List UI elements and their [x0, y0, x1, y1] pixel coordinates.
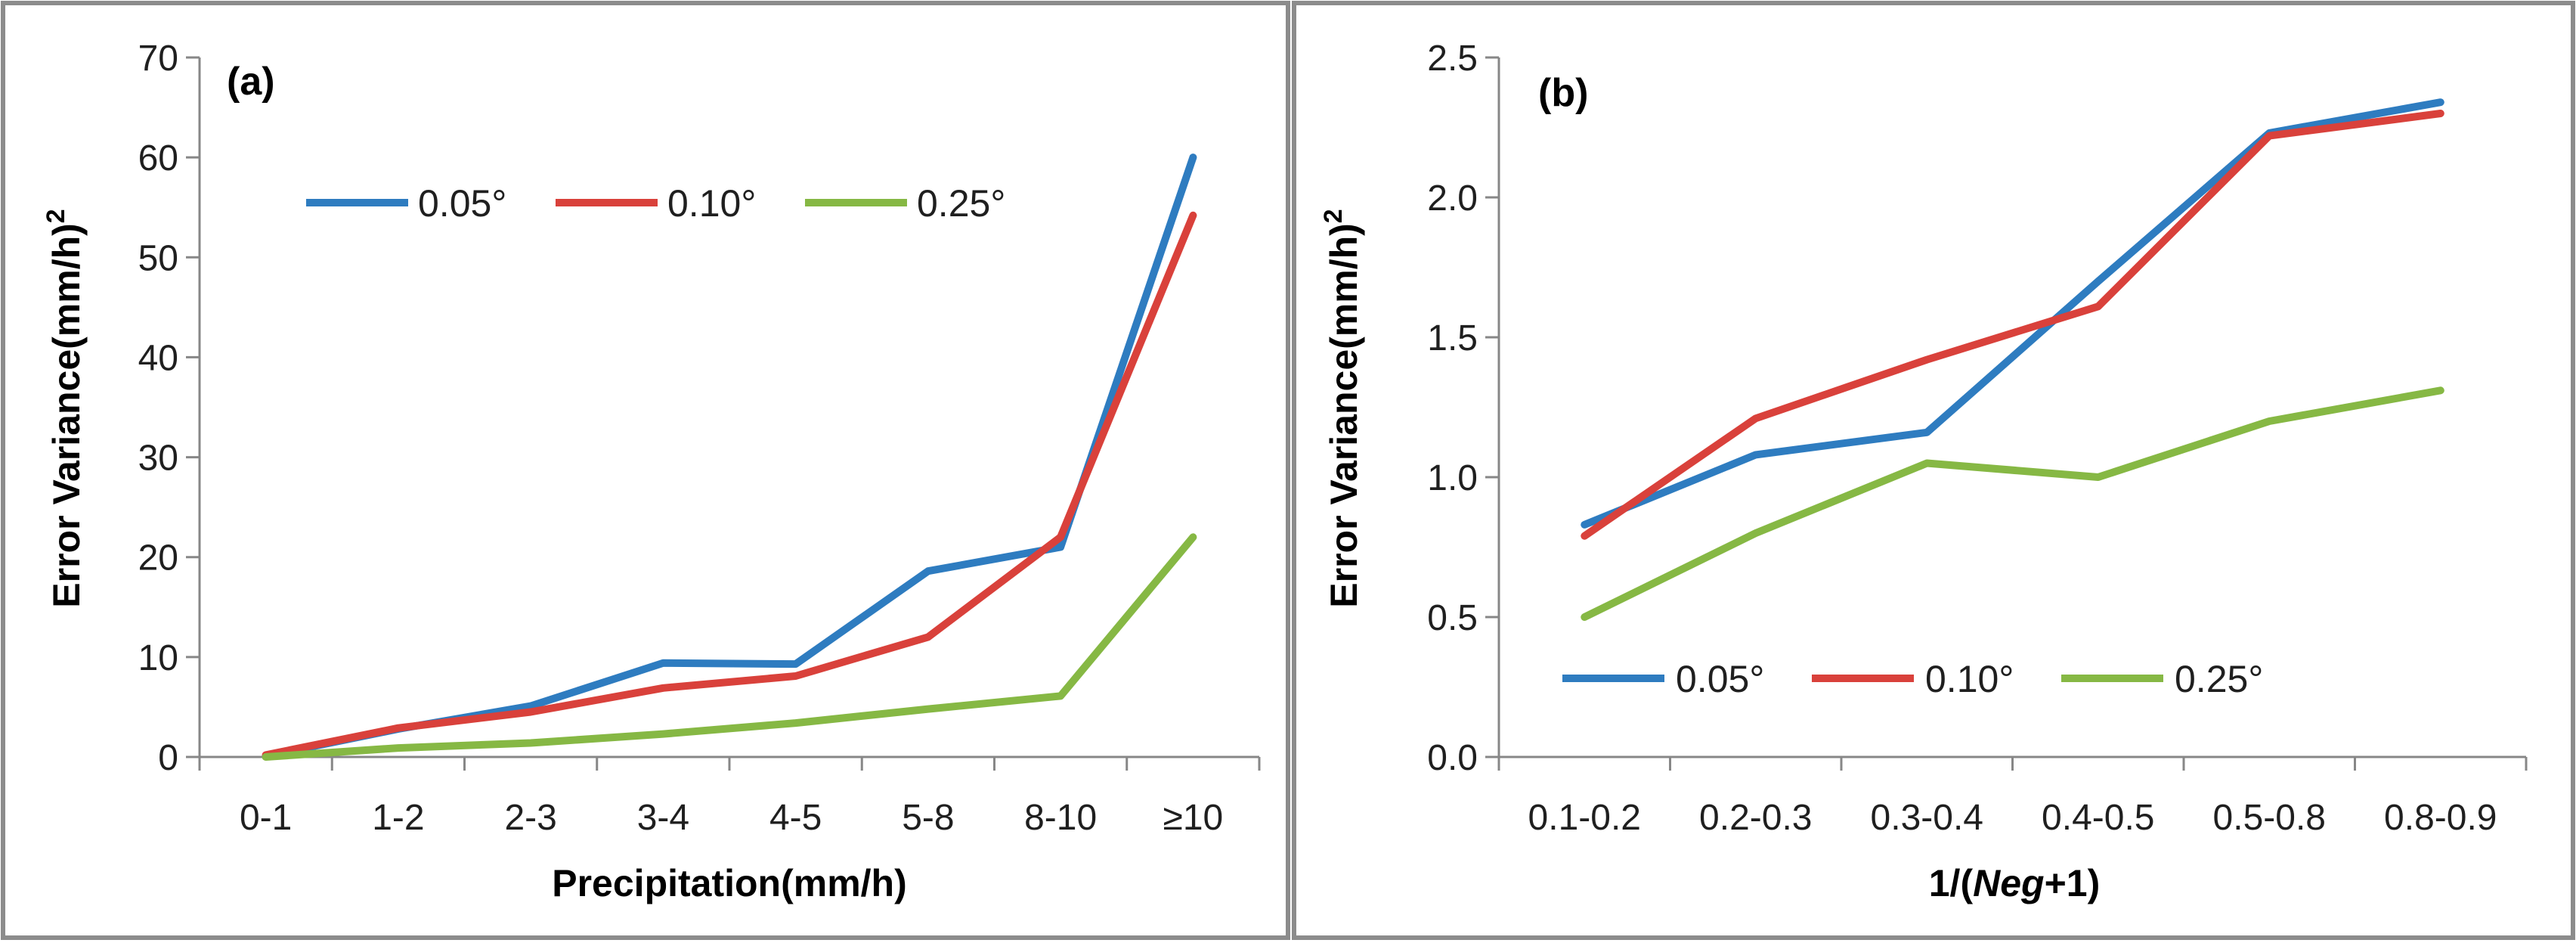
panel-a-y-tick-label: 60 — [138, 138, 178, 178]
panel-b-x-tick-label: 0.3-0.4 — [1871, 798, 1983, 838]
panel-b-series-line-0 — [1581, 98, 2444, 529]
panel-b-y-axis-title: Error Variance(mm/h)2 — [1319, 209, 1365, 607]
panel-b-y-tick-label: 2.0 — [1427, 178, 1478, 219]
panel-a-y-tick-label: 70 — [138, 39, 178, 79]
panel-a-legend-label-0: 0.05° — [418, 182, 506, 225]
panel-b-legend-label-1: 0.10° — [1925, 658, 2014, 700]
panel-b-y-tick-label: 2.5 — [1427, 39, 1478, 79]
panel-b-frame — [1292, 1, 2575, 940]
panel-b-x-tick-label: 0.4-0.5 — [2042, 798, 2154, 838]
panel-b-y-tick-label: 0.5 — [1427, 598, 1478, 638]
panel-a-y-axis-title-text: Error Variance(mm/h) — [45, 223, 88, 608]
panel-b-x-axis-title-prefix: 1/( — [1929, 862, 1974, 904]
panel-a-y-tick-label: 10 — [138, 638, 178, 678]
panel-a-x-tick-label: 0-1 — [240, 798, 292, 838]
panel-b-series-line-1 — [1581, 110, 2444, 540]
panel-a-x-tick-label: 8-10 — [1024, 798, 1097, 838]
panel-b-x-tick-label: 0.1-0.2 — [1528, 798, 1641, 838]
panel-a-x-tick-label: 1-2 — [372, 798, 424, 838]
panel-a-x-tick-label: ≥10 — [1163, 798, 1224, 838]
panel-a-y-tick-label: 40 — [138, 338, 178, 378]
panel-a-panel-label: (a) — [227, 60, 275, 104]
panel-a-legend-label-2: 0.25° — [917, 182, 1005, 225]
panel-b-y-tick-label: 1.0 — [1427, 458, 1478, 498]
panel-a-y-tick-label: 0 — [158, 738, 178, 778]
panel-b-x-axis-title: 1/(Neg+1) — [1929, 862, 2101, 904]
panel-a-series-line-2 — [262, 533, 1197, 761]
panel-a-x-tick-label: 4-5 — [769, 798, 822, 838]
panel-b-chart: 0.0 0.5 1.0 1.5 2.0 2.5 0.1-0.2 0.2-0.3 0.3-0.4 0… — [1319, 39, 2528, 904]
panel-b-y-tick-label: 1.5 — [1427, 318, 1478, 358]
panel-b-x-tick-label: 0.5-0.8 — [2213, 798, 2326, 838]
panel-a-y-tick-label: 20 — [138, 538, 178, 579]
panel-b-x-axis-title-italic: Neg — [1973, 862, 2044, 904]
panel-a-x-tick-label: 3-4 — [637, 798, 689, 838]
panel-b-series-line-2 — [1581, 386, 2444, 621]
panel-a-series-line-1 — [262, 211, 1197, 759]
panel-b-panel-label: (b) — [1538, 71, 1588, 115]
panel-b-x-tick-label: 0.2-0.3 — [1699, 798, 1812, 838]
panel-b-legend-label-2: 0.25° — [2175, 658, 2263, 700]
panel-a-frame — [1, 1, 1290, 940]
panel-a-y-axis-title: Error Variance(mm/h)2 — [42, 209, 88, 607]
panel-a-x-axis-title: Precipitation(mm/h) — [552, 862, 906, 904]
panel-b-y-axis-title-superscript: 2 — [1319, 209, 1348, 223]
panel-a-legend-label-1: 0.10° — [667, 182, 756, 225]
panel-a-x-tick-label: 2-3 — [504, 798, 556, 838]
panel-b-x-tick-label: 0.8-0.9 — [2384, 798, 2497, 838]
panel-a-y-tick-label: 30 — [138, 439, 178, 479]
panel-b-y-axis-title-text: Error Variance(mm/h) — [1323, 223, 1365, 608]
panel-b-y-tick-label: 0.0 — [1427, 738, 1478, 778]
panel-b-x-axis-title-suffix: +1) — [2045, 862, 2101, 904]
panel-a-y-axis-title-superscript: 2 — [42, 209, 70, 223]
panel-a-chart: 0 10 20 30 40 50 60 70 0-1 1-2 2-3 3-4 4-5 5-8 8-10 ≥10… — [42, 39, 1261, 904]
panel-a-y-tick-label: 50 — [138, 238, 178, 278]
panel-a-x-tick-label: 5-8 — [902, 798, 954, 838]
panel-b-legend-label-0: 0.05° — [1676, 658, 1764, 700]
